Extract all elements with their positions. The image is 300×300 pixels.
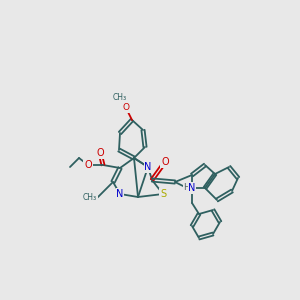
- Text: CH₃: CH₃: [83, 194, 97, 202]
- Text: O: O: [96, 148, 104, 158]
- Text: O: O: [161, 157, 169, 167]
- Text: S: S: [160, 189, 166, 199]
- Text: H: H: [184, 184, 190, 193]
- Text: O: O: [84, 160, 92, 170]
- Text: N: N: [144, 162, 152, 172]
- Text: CH₃: CH₃: [113, 94, 127, 103]
- Text: O: O: [122, 103, 130, 112]
- Text: N: N: [116, 189, 124, 199]
- Text: N: N: [188, 183, 196, 193]
